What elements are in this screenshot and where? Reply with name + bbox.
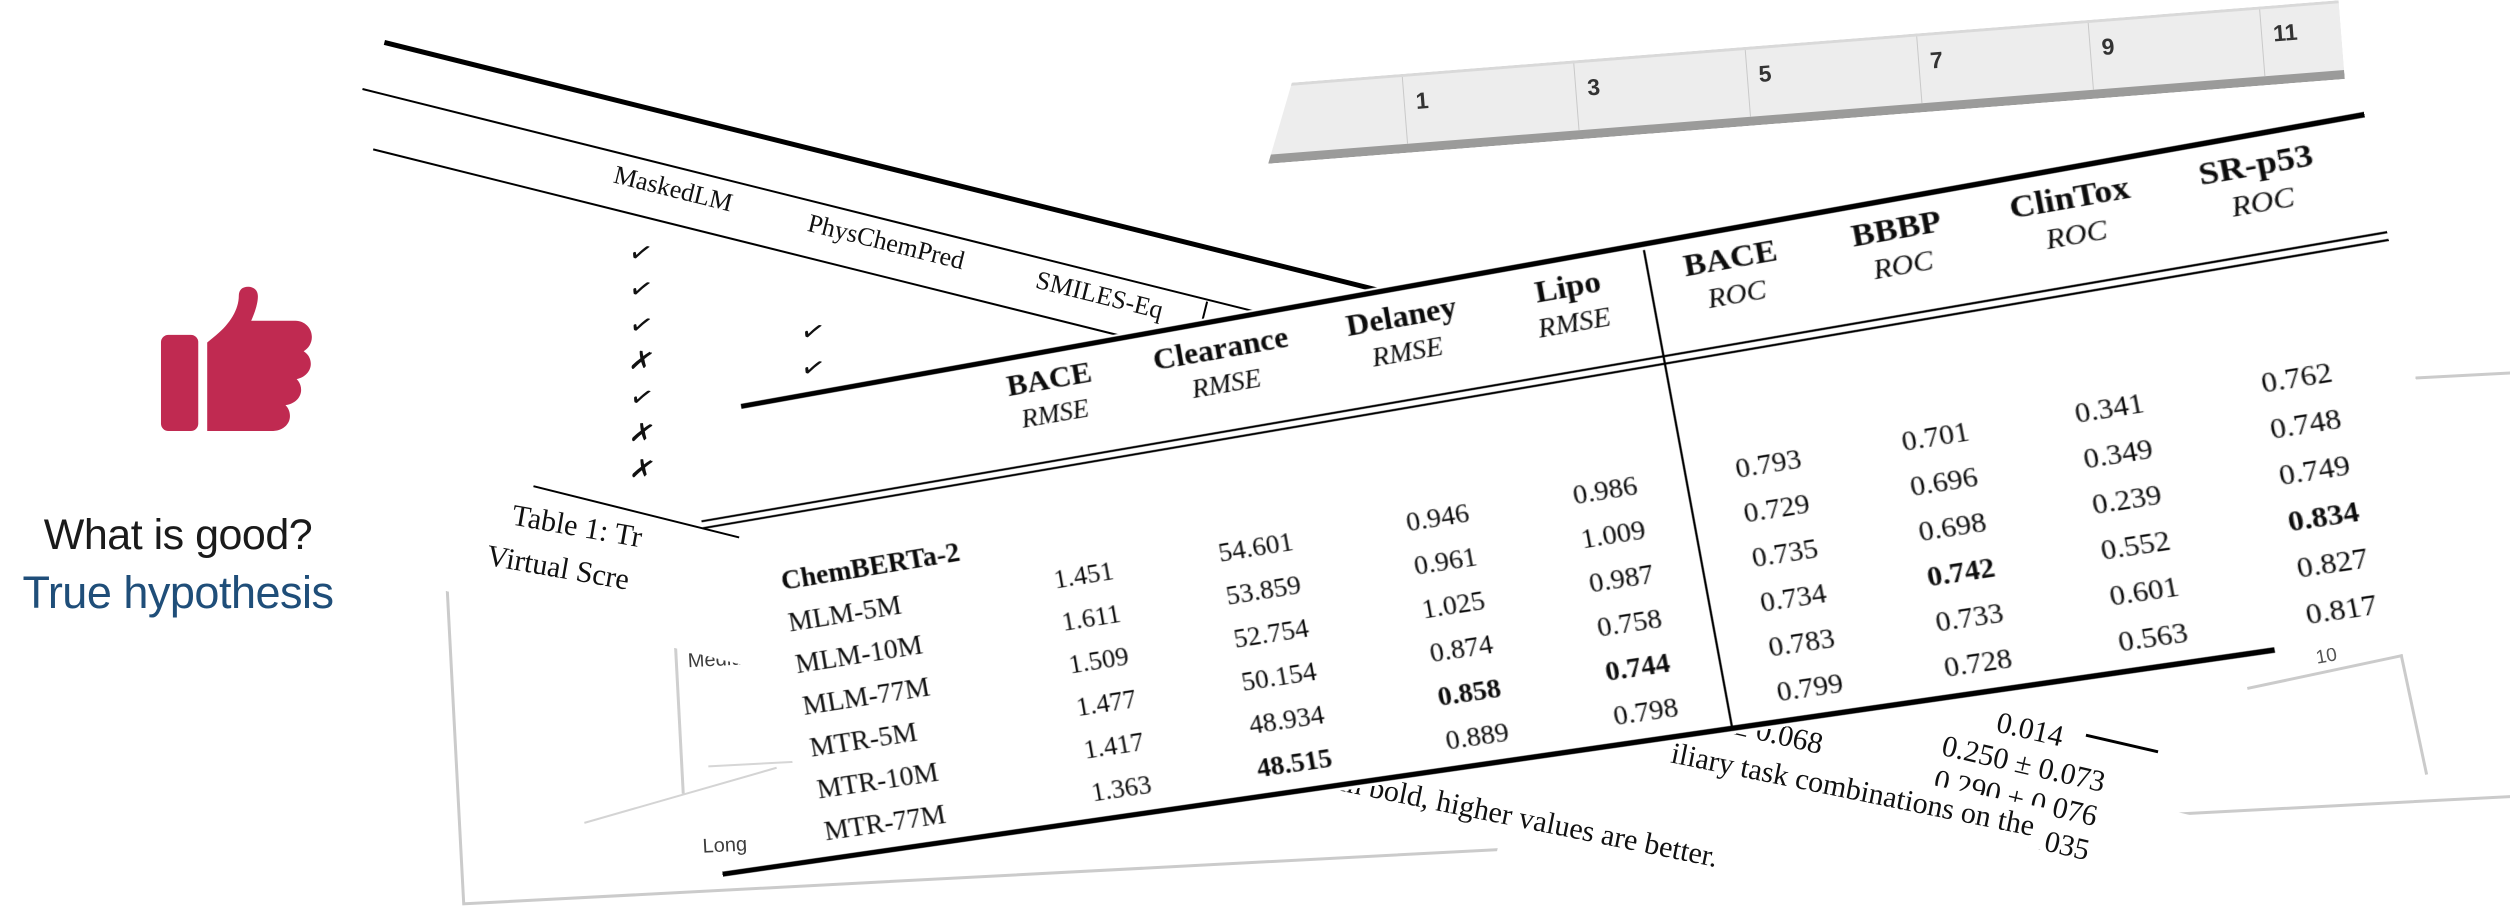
cell-value <box>998 520 1155 546</box>
ruler-number: 9 <box>2100 33 2116 60</box>
ruler-tick <box>2088 23 2094 90</box>
cell-value <box>1844 378 2010 406</box>
ruler-number: 5 <box>1757 60 1773 87</box>
ruler-tick <box>1573 63 1579 130</box>
slide-answer: True hypothesis <box>22 566 335 618</box>
row-group-label-long: Long <box>701 833 748 858</box>
ruler-tick <box>1402 77 1408 144</box>
cell-value <box>1677 406 1845 434</box>
title-block: What is good? True hypothesis <box>2 508 354 622</box>
sheet-gridline-vertical <box>673 635 685 794</box>
ruler-number: 1 <box>1414 87 1430 114</box>
cell-value <box>1518 433 1676 459</box>
ruler-number: 11 <box>2272 18 2299 47</box>
ruler-tick <box>2259 9 2265 76</box>
thumbs-up-icon <box>160 286 312 432</box>
ruler-number: 7 <box>1929 46 1944 74</box>
ruler-number: 3 <box>1586 73 1601 101</box>
ruler-tick <box>1916 36 1922 103</box>
ruler-tick <box>1745 50 1751 117</box>
cell-value <box>2010 348 2192 378</box>
slide-question: What is good? <box>43 511 313 559</box>
cell-value <box>2192 316 2384 348</box>
sheet-gridline-horizontal <box>708 760 797 768</box>
cell-value <box>1342 460 1518 489</box>
